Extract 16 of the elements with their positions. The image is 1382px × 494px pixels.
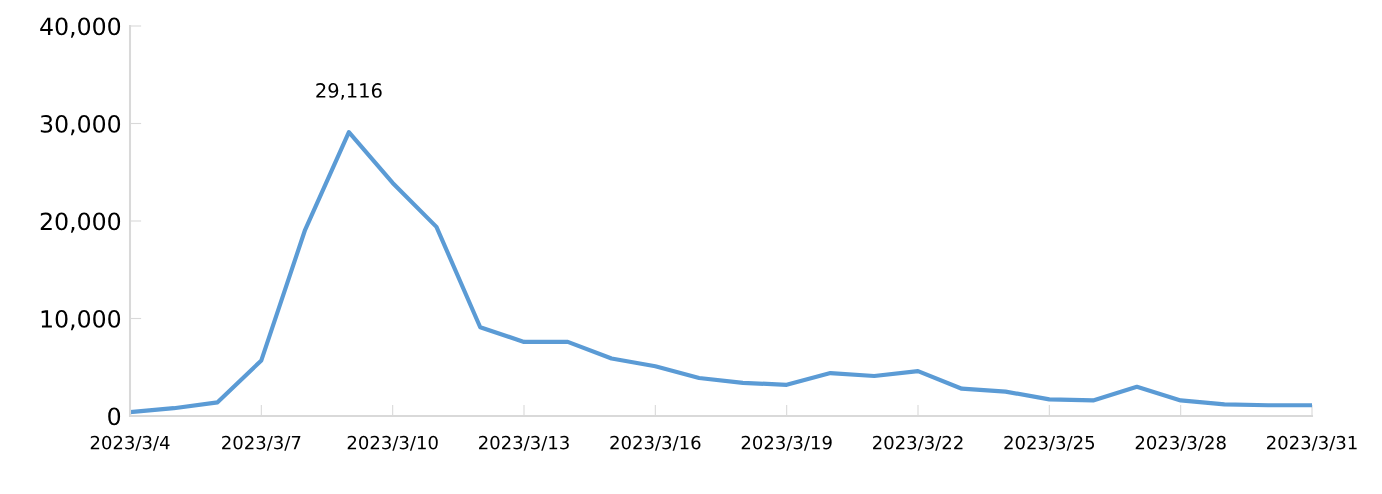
y-tick-label: 0 xyxy=(108,407,121,426)
x-tick-label: 2023/3/19 xyxy=(741,435,832,451)
x-tick-label: 2023/3/28 xyxy=(1135,435,1226,451)
y-tick-label: 20,000 xyxy=(40,212,121,233)
x-tick-label: 2023/3/7 xyxy=(222,435,301,451)
data-label: 29,116 xyxy=(316,83,382,100)
x-tick-label: 2023/3/10 xyxy=(347,435,438,451)
y-tick-label: 40,000 xyxy=(40,17,121,38)
y-tick-label: 10,000 xyxy=(41,309,121,331)
y-tick-label: 30,000 xyxy=(40,114,121,136)
x-tick-label: 2023/3/31 xyxy=(1267,435,1357,451)
x-tick-label: 2023/3/22 xyxy=(873,435,963,451)
x-tick-label: 2023/3/16 xyxy=(610,435,701,451)
x-tick-label: 2023/3/13 xyxy=(479,435,569,451)
x-tick-label: 2023/3/25 xyxy=(1004,435,1095,451)
x-tick-label: 2023/3/4 xyxy=(90,435,170,451)
